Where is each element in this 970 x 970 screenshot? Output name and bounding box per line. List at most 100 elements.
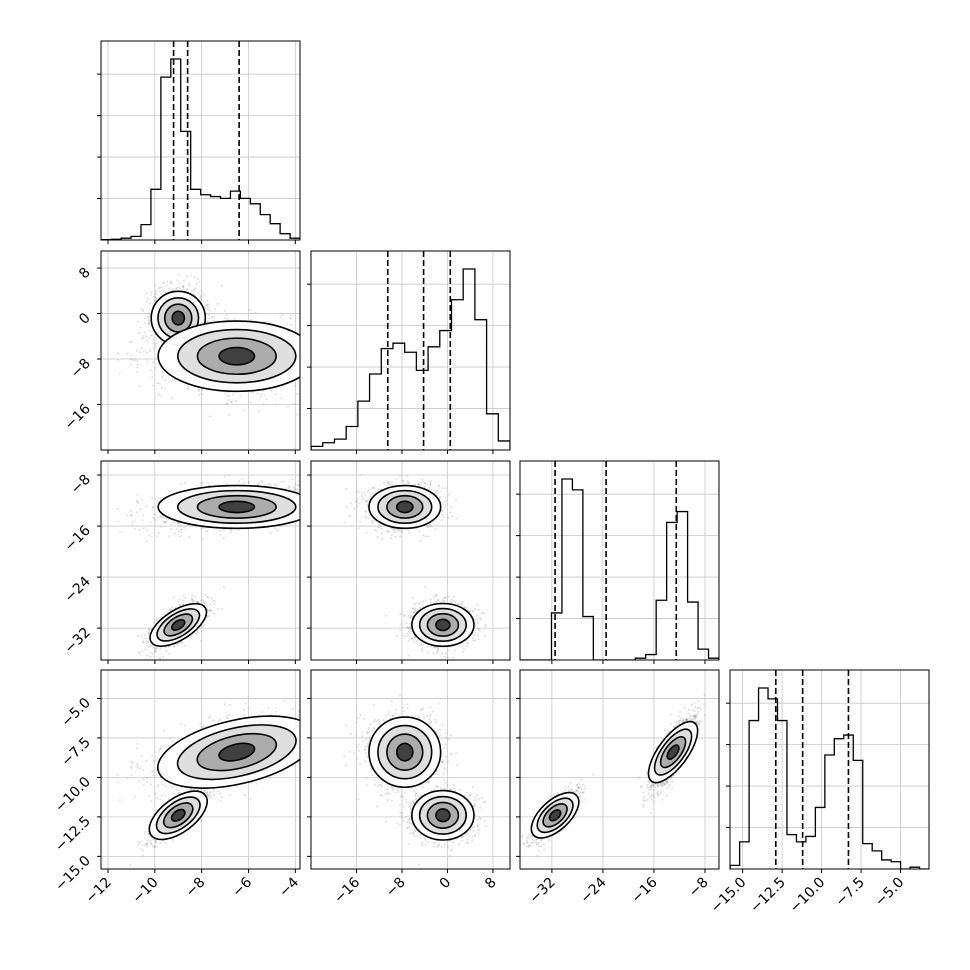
scatter-point [126, 352, 129, 355]
scatter-point [208, 317, 211, 320]
scatter-point [170, 380, 173, 383]
scatter-point [142, 350, 145, 353]
scatter-point [146, 645, 149, 648]
scatter-point [259, 396, 262, 399]
scatter-point [200, 393, 203, 396]
scatter-point [136, 320, 139, 323]
scatter-point [140, 347, 143, 350]
scatter-point [151, 375, 154, 378]
scatter-point [225, 314, 228, 317]
scatter-point [204, 593, 207, 596]
scatter-point [136, 360, 139, 363]
scatter-point [306, 512, 308, 514]
scatter-point [307, 385, 309, 387]
scatter-point [143, 633, 146, 636]
scatter-point [182, 287, 185, 290]
scatter-point [262, 389, 265, 392]
scatter-point [141, 336, 144, 339]
scatter-point [226, 317, 229, 320]
scatter-point [213, 612, 216, 615]
scatter-point [140, 308, 143, 311]
scatter-point [185, 288, 188, 291]
scatter-point [129, 340, 132, 343]
scatter-point [179, 524, 182, 527]
scatter-point [206, 304, 209, 307]
scatter-point [153, 366, 156, 369]
scatter-point [118, 372, 121, 375]
scatter-point [291, 478, 294, 481]
scatter-point [216, 607, 219, 610]
scatter-point [304, 367, 306, 369]
scatter-point [222, 585, 225, 588]
scatter-point [172, 644, 175, 647]
scatter-point [148, 628, 151, 631]
scatter-point [190, 274, 193, 277]
scatter-point [309, 353, 311, 355]
scatter-point [191, 289, 194, 292]
scatter-point [182, 285, 185, 288]
scatter-point [157, 393, 160, 396]
scatter-point [146, 297, 149, 300]
scatter-point [302, 347, 304, 349]
scatter-point [270, 390, 273, 393]
scatter-point [160, 285, 163, 288]
scatter-point [302, 354, 304, 356]
scatter-point [139, 652, 142, 655]
scatter-point [147, 640, 150, 643]
scatter-point [144, 648, 147, 651]
scatter-point [213, 603, 216, 606]
scatter-point [143, 637, 146, 640]
scatter-point [182, 285, 185, 288]
scatter-point [180, 528, 183, 531]
scatter-point [233, 318, 236, 321]
scatter-point [199, 599, 202, 602]
panel-frame [100, 40, 301, 241]
scatter-point [194, 632, 197, 635]
scatter-point [116, 352, 119, 355]
scatter-point [201, 598, 204, 601]
scatter-point [211, 316, 214, 319]
scatter-point [178, 603, 181, 606]
scatter-point [143, 317, 146, 320]
scatter-point [286, 323, 289, 326]
scatter-point [173, 645, 176, 648]
scatter-point [172, 596, 175, 599]
scatter-point [183, 644, 186, 647]
scatter-point [142, 641, 145, 644]
scatter-point [190, 635, 193, 638]
scatter-point [131, 359, 134, 362]
scatter-point [197, 388, 200, 391]
scatter-point [210, 316, 213, 319]
scatter-point [151, 334, 154, 337]
scatter-point [174, 287, 177, 290]
scatter-point [138, 385, 141, 388]
scatter-point [158, 497, 161, 500]
scatter-point [307, 356, 309, 358]
scatter-point [182, 285, 185, 288]
scatter-point [262, 402, 265, 405]
scatter-point [208, 309, 211, 312]
scatter-point [232, 393, 235, 396]
scatter-point [260, 393, 263, 396]
scatter-point [155, 298, 158, 301]
scatter-point [167, 645, 170, 648]
scatter-point [200, 527, 203, 530]
scatter-point [155, 289, 158, 292]
scatter-point [188, 283, 191, 286]
scatter-point [184, 596, 187, 599]
scatter-point [208, 603, 211, 606]
scatter-point [306, 350, 308, 352]
scatter-point [305, 311, 307, 313]
scatter-point [145, 642, 148, 645]
scatter-point [158, 382, 161, 385]
scatter-point [169, 608, 172, 611]
scatter-point [197, 600, 200, 603]
scatter-point [197, 389, 200, 392]
scatter-point [190, 597, 193, 600]
scatter-point [146, 360, 149, 363]
scatter-point [224, 392, 227, 395]
scatter-point [182, 603, 185, 606]
scatter-point [139, 351, 142, 354]
scatter-point [159, 286, 162, 289]
scatter-point [197, 277, 200, 280]
